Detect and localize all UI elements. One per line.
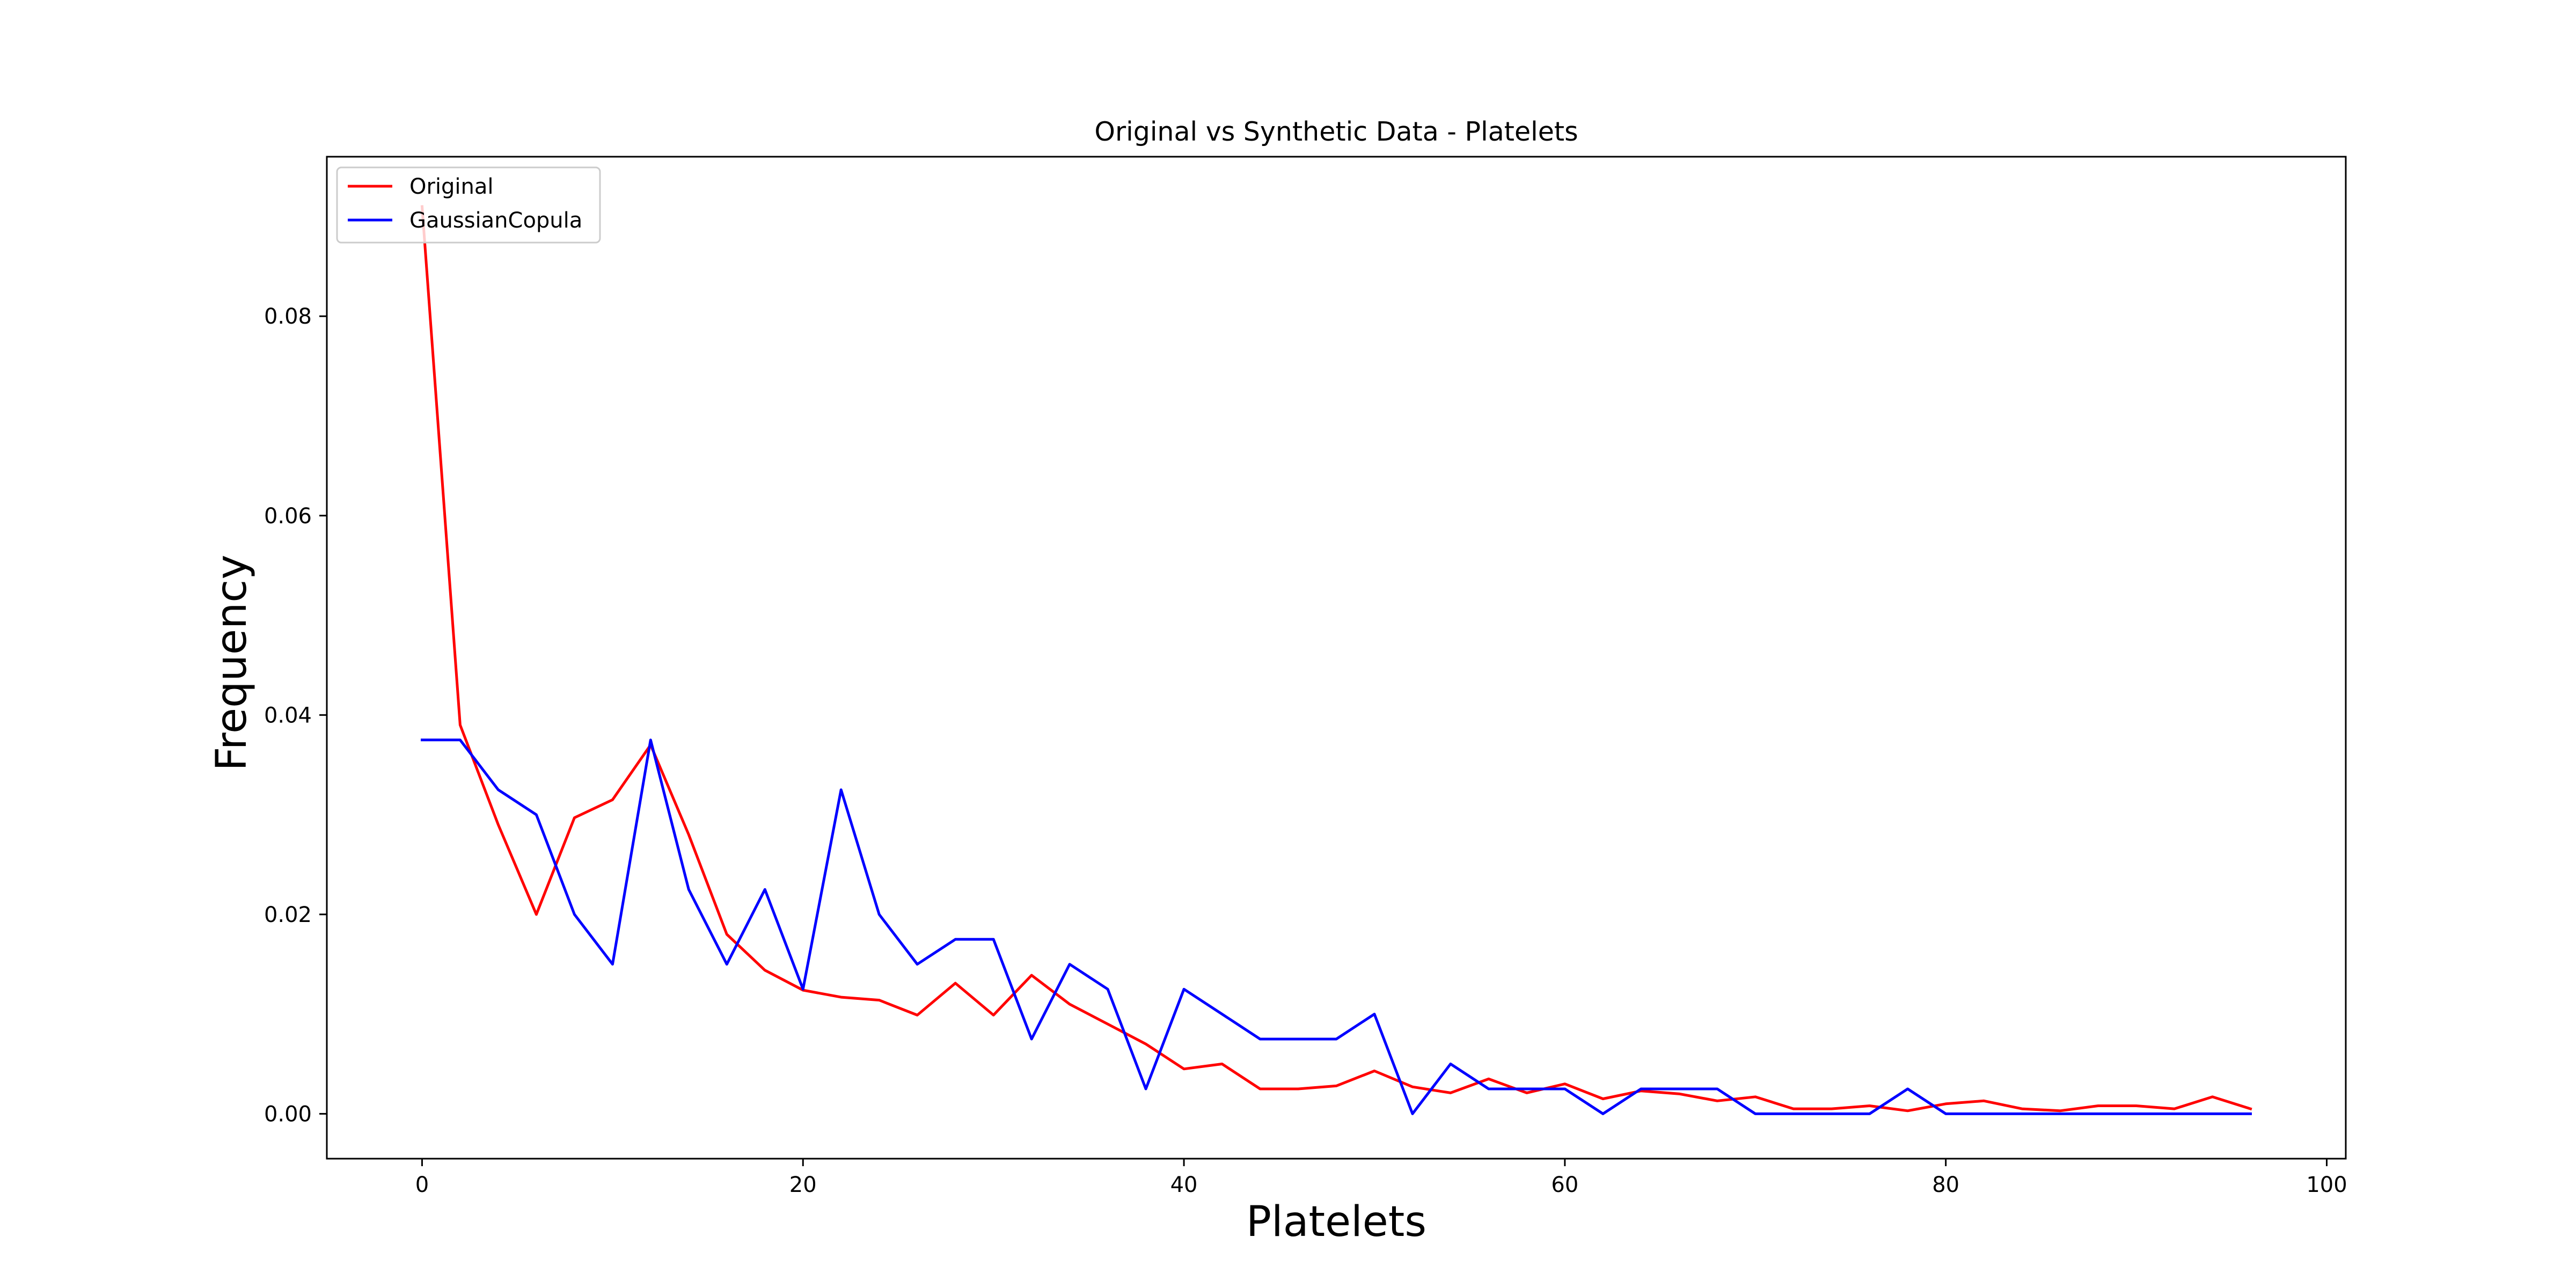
plot-frame — [326, 156, 2347, 1160]
x-tick-label: 40 — [1170, 1173, 1198, 1197]
y-tick-label: 0.04 — [264, 703, 312, 728]
legend-label-gaussiancopula: GaussianCopula — [409, 208, 582, 233]
y-tick-label: 0.08 — [264, 304, 312, 329]
legend-box — [336, 166, 601, 244]
x-tick-label: 80 — [1932, 1173, 1959, 1197]
series-line-original — [420, 205, 2252, 1113]
legend: Original GaussianCopula — [336, 166, 601, 244]
x-tick-label: 60 — [1551, 1173, 1578, 1197]
x-tick-label: 20 — [789, 1173, 817, 1197]
y-tick-label: 0.06 — [264, 504, 312, 529]
x-tick-label: 0 — [415, 1173, 429, 1197]
series-line-gaussiancopula — [421, 738, 2252, 1115]
legend-label-original: Original — [409, 174, 494, 199]
x-axis-label: Platelets — [1246, 1198, 1426, 1246]
y-axis-label: Frequency — [208, 555, 256, 771]
x-axis-ticks: 0 20 40 60 80 100 — [415, 1159, 2347, 1197]
x-tick-label: 100 — [2306, 1173, 2347, 1197]
chart-title: Original vs Synthetic Data - Platelets — [1094, 116, 1578, 147]
y-tick-label: 0.02 — [264, 903, 312, 927]
y-tick-label: 0.00 — [264, 1102, 312, 1126]
series-layer — [420, 205, 2252, 1115]
y-axis-ticks: 0.00 0.02 0.04 0.06 0.08 — [264, 304, 327, 1126]
